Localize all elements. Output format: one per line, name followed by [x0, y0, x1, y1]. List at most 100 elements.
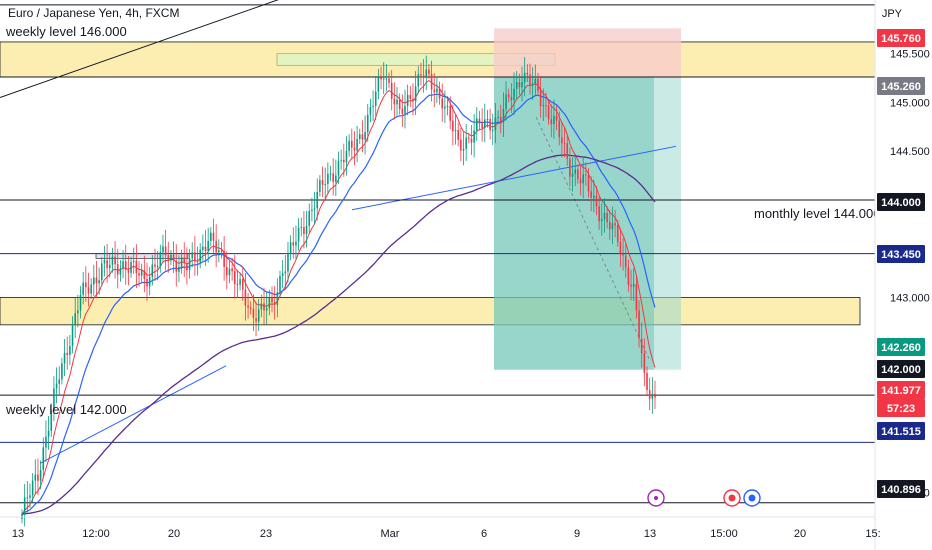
candle-body: [425, 69, 428, 78]
candle-body: [257, 309, 260, 322]
candle-body: [390, 82, 393, 99]
candle-body: [587, 175, 590, 192]
candle-body: [470, 138, 473, 143]
candle-body: [175, 260, 178, 272]
x-tick-label: 23: [260, 528, 272, 540]
candle-body: [353, 147, 356, 151]
x-tick-label: 13: [644, 528, 656, 540]
candle-body: [507, 94, 510, 98]
candle-body: [563, 143, 566, 145]
candle-body: [422, 75, 425, 78]
candle-body: [550, 119, 553, 125]
ema-slow-line: [21, 154, 656, 515]
candle-body: [601, 219, 603, 222]
candle-body: [539, 90, 542, 106]
candle-body: [329, 173, 332, 175]
candle-body: [122, 261, 124, 269]
candle-body: [228, 268, 231, 276]
candle-body: [100, 263, 103, 281]
candle-body: [204, 246, 207, 251]
candle-body: [263, 303, 265, 311]
candle-body: [71, 324, 74, 347]
candle-body: [249, 307, 252, 309]
candle-body: [433, 89, 436, 93]
candle-body: [356, 138, 358, 151]
candle-body: [42, 447, 45, 470]
x-tick-label: 9: [574, 528, 580, 540]
candle-body: [225, 266, 228, 276]
candle-body: [292, 242, 295, 246]
candle-body: [207, 240, 209, 251]
candle-body: [268, 297, 271, 308]
trendline-lower: [39, 365, 227, 464]
candle-body: [281, 273, 284, 277]
candle-body: [319, 180, 321, 192]
level-annotation: weekly level 142.000: [5, 402, 127, 417]
price-label: 141.515: [881, 426, 921, 438]
price-label-bg: [877, 29, 925, 47]
currency-label: JPY: [881, 8, 902, 20]
candle-body: [648, 390, 651, 399]
candle-body: [170, 254, 172, 261]
candle-body: [29, 495, 31, 498]
candle-body: [553, 115, 555, 125]
event-icon-dot: [654, 496, 658, 500]
candle-body: [127, 269, 130, 273]
candle-body: [545, 105, 547, 107]
candle-body: [523, 72, 526, 83]
candle-body: [103, 260, 106, 264]
candle-body: [79, 294, 82, 311]
candle-body: [606, 213, 608, 222]
price-label-bg: [877, 360, 925, 378]
candle-body: [351, 140, 353, 148]
candle-body: [236, 283, 239, 285]
candle-body: [55, 383, 58, 389]
candle-body: [311, 209, 313, 211]
price-label: 57:23: [887, 403, 915, 415]
price-label-bg: [877, 422, 925, 440]
candle-body: [239, 279, 241, 285]
candle-body: [531, 83, 534, 86]
candle-body: [579, 178, 582, 184]
candle-body: [574, 169, 577, 174]
price-label: 142.260: [881, 342, 921, 354]
candle-body: [486, 119, 489, 121]
candle-body: [561, 137, 563, 144]
price-label: 145.760: [881, 33, 921, 45]
candle-body: [497, 116, 499, 118]
candle-body: [364, 132, 366, 140]
y-tick-label: 145.000: [890, 97, 930, 109]
candle-body: [537, 78, 539, 91]
candle-body: [651, 393, 654, 399]
position-path-line: [535, 116, 651, 362]
candle-body: [420, 74, 422, 76]
candle-body: [646, 372, 648, 391]
price-label: 140.896: [881, 484, 921, 496]
candle-body: [598, 206, 600, 222]
event-icons[interactable]: [647, 489, 761, 507]
candle-body: [255, 318, 257, 322]
position-tool[interactable]: [494, 28, 681, 370]
candle-body: [196, 261, 199, 263]
candle-body: [297, 227, 300, 242]
candle-body: [449, 105, 452, 121]
price-label-bg: [877, 381, 925, 399]
candle-body: [627, 267, 630, 285]
candle-body: [473, 130, 475, 143]
price-label: 142.000: [881, 364, 921, 376]
candle-body: [233, 271, 236, 284]
x-tick-label: 15:00: [710, 528, 738, 540]
candle-body: [585, 174, 587, 176]
candle-body: [93, 277, 95, 285]
candle-body: [595, 195, 598, 207]
event-icon-dot: [728, 494, 736, 502]
candle-body: [643, 353, 646, 373]
candle-body: [446, 105, 449, 107]
candle-body: [401, 108, 404, 114]
candle-body: [223, 251, 225, 267]
candle-body: [308, 210, 311, 226]
candle-body: [374, 91, 377, 106]
price-label-bg: [877, 77, 925, 95]
x-tick-label: 20: [168, 528, 180, 540]
